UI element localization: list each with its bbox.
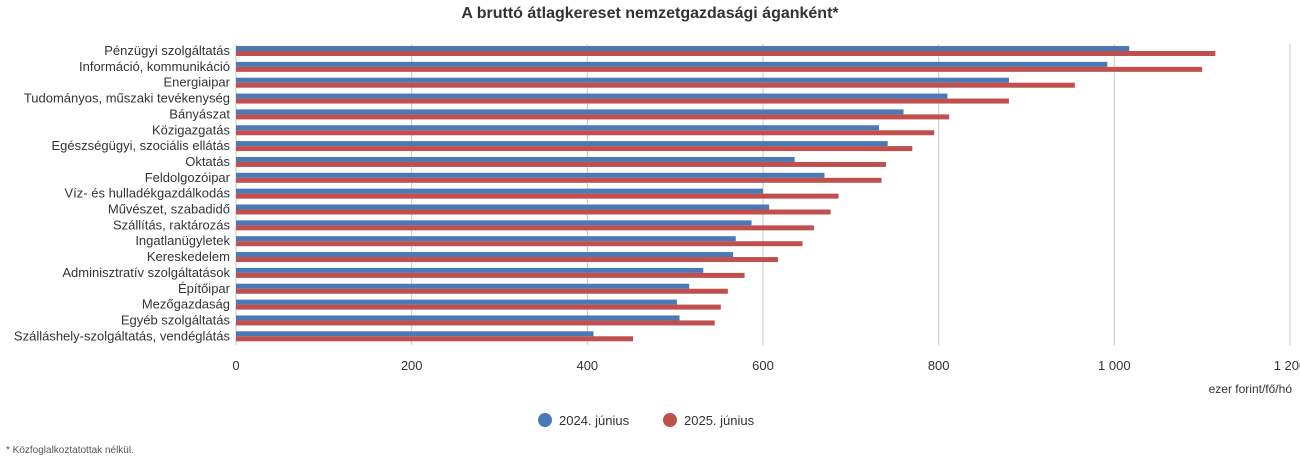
bar-2025-10: [236, 209, 831, 215]
bar-2025-2: [236, 82, 1075, 88]
category-label: Művészet, szabadidő: [108, 202, 230, 217]
category-label: Szálláshely-szolgáltatás, vendéglátás: [14, 328, 231, 343]
legend-marker: [663, 413, 677, 427]
category-label: Tudományos, műszaki tevékenység: [24, 91, 230, 106]
bar-2025-17: [236, 320, 715, 326]
x-tick-label: 1 200: [1274, 358, 1300, 373]
bar-2025-0: [236, 51, 1216, 56]
bar-2024-1: [236, 61, 1108, 67]
bar-2024-4: [236, 109, 904, 115]
bar-2025-5: [236, 130, 935, 136]
bar-2025-8: [236, 177, 882, 183]
category-label: Bányászat: [169, 106, 230, 121]
category-label: Feldolgozóipar: [145, 170, 231, 185]
bar-2024-11: [236, 220, 752, 226]
category-label: Közigazgatás: [152, 122, 231, 137]
x-tick-label: 600: [752, 358, 774, 373]
legend-item-2025[interactable]: 2025. június: [663, 413, 755, 428]
bar-2025-6: [236, 146, 913, 152]
x-tick-label: 800: [928, 358, 950, 373]
bar-2024-5: [236, 125, 879, 131]
bar-chart: A bruttó átlagkereset nemzetgazdasági ág…: [14, 5, 1300, 428]
category-label: Adminisztratív szolgáltatások: [62, 265, 230, 280]
bar-2025-1: [236, 66, 1203, 72]
bar-2024-8: [236, 172, 825, 178]
x-tick-label: 200: [401, 358, 423, 373]
bar-2024-3: [236, 93, 948, 99]
bar-2024-6: [236, 141, 888, 147]
bar-2025-4: [236, 114, 950, 120]
legend-item-2024[interactable]: 2024. június: [538, 413, 630, 428]
bar-2024-9: [236, 188, 763, 194]
x-tick-label: 0: [232, 358, 239, 373]
category-label: Víz- és hulladékgazdálkodás: [65, 186, 231, 201]
bar-2025-13: [236, 257, 778, 263]
bar-2024-2: [236, 77, 1009, 83]
bar-2025-7: [236, 161, 886, 167]
legend-label: 2025. június: [684, 413, 755, 428]
category-label: Egészségügyi, szociális ellátás: [52, 138, 231, 153]
category-label: Szállítás, raktározás: [113, 217, 231, 232]
bar-2024-13: [236, 252, 734, 258]
category-label: Ingatlanügyletek: [135, 233, 230, 248]
legend-marker: [538, 413, 552, 427]
footnote: * Közfoglalkoztatottak nélkül.: [6, 445, 134, 456]
bar-2024-15: [236, 283, 690, 289]
legend: 2024. június 2025. június: [538, 413, 755, 428]
x-tick-label: 1 000: [1098, 358, 1131, 373]
category-label: Egyéb szolgáltatás: [121, 312, 231, 327]
bar-2024-12: [236, 236, 736, 242]
x-axis-label: ezer forint/fő/hó: [1209, 382, 1293, 396]
category-label: Kereskedelem: [147, 249, 230, 264]
category-label: Építőipar: [178, 281, 231, 296]
bar-2025-12: [236, 241, 803, 247]
bar-2024-17: [236, 315, 680, 321]
bar-2024-14: [236, 267, 704, 273]
legend-label: 2024. június: [559, 413, 630, 428]
category-label: Oktatás: [185, 154, 230, 169]
chart-title: A bruttó átlagkereset nemzetgazdasági ág…: [461, 5, 839, 22]
bars: [236, 46, 1216, 342]
bar-2024-7: [236, 156, 795, 162]
category-label: Pénzügyi szolgáltatás: [104, 43, 230, 58]
bar-2024-10: [236, 204, 770, 210]
bar-2024-0: [236, 46, 1130, 51]
bar-2025-3: [236, 98, 1009, 104]
bar-2025-14: [236, 272, 745, 278]
bar-2025-16: [236, 304, 721, 310]
category-label: Mezőgazdaság: [142, 297, 230, 312]
bar-2025-15: [236, 288, 728, 294]
bar-2025-9: [236, 193, 839, 199]
category-label: Információ, kommunikáció: [79, 59, 230, 74]
bar-2024-18: [236, 331, 594, 337]
bar-2025-18: [236, 336, 634, 342]
category-label: Energiaipar: [164, 75, 231, 90]
bar-2025-11: [236, 225, 814, 231]
x-tick-label: 400: [576, 358, 598, 373]
x-tick-labels: 0 200 400 600 800 1 000 1 200: [232, 358, 1300, 373]
bar-2024-16: [236, 299, 677, 305]
